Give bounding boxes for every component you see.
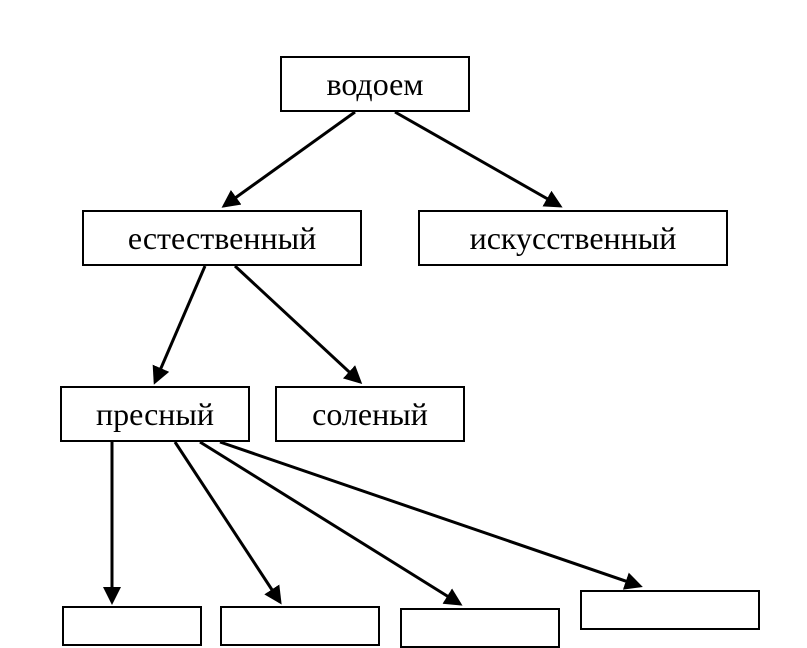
edge-fresh-leaf3 [200,442,460,604]
edge-root-artificial [395,112,560,206]
node-leaf1 [62,606,202,646]
node-salty: соленый [275,386,465,442]
edge-root-natural [224,112,355,206]
edge-natural-salty [235,266,360,382]
edge-fresh-leaf2 [175,442,280,602]
node-artificial: искусственный [418,210,728,266]
node-leaf2 [220,606,380,646]
node-leaf4 [580,590,760,630]
edge-natural-fresh [155,266,205,382]
node-root: водоем [280,56,470,112]
node-leaf3 [400,608,560,648]
edge-fresh-leaf4 [220,442,640,586]
node-natural: естественный [82,210,362,266]
node-fresh: пресный [60,386,250,442]
